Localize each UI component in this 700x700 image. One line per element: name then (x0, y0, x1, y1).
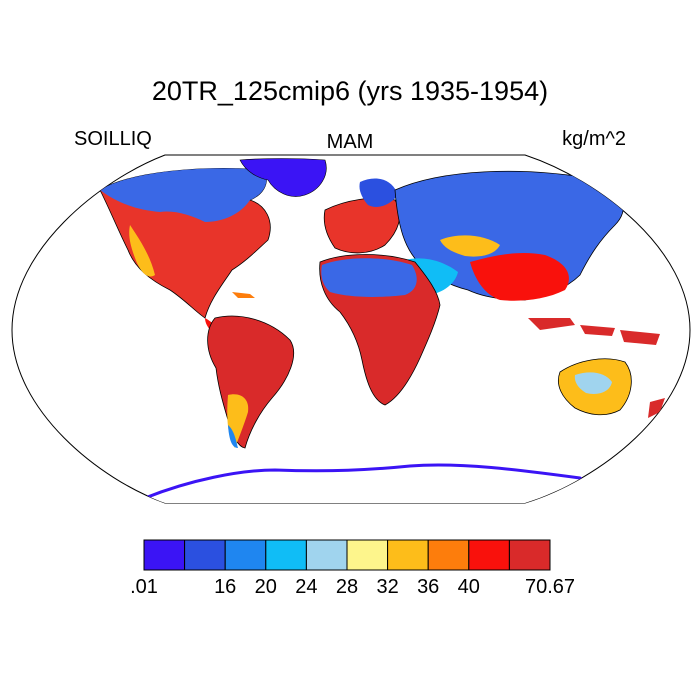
colorbar-swatch (508, 539, 551, 571)
north-america-west (129, 225, 155, 277)
colorbar-swatch (346, 539, 389, 571)
scandinavia (359, 178, 398, 207)
colorbar-tick-label: 32 (376, 576, 399, 598)
south-america-tip (228, 425, 238, 448)
asia-south (470, 252, 569, 301)
central-asia (440, 235, 500, 257)
arctic-islands (239, 158, 327, 197)
colorbar-swatch (143, 539, 186, 571)
antarctica-land (117, 463, 606, 503)
indonesia-islands (528, 318, 660, 345)
north-america-north (100, 168, 267, 222)
plot-title: 20TR_125cmip6 (yrs 1935-1954) (151, 76, 549, 106)
colorbar-tick-label: 16 (214, 576, 237, 598)
season-label: MAM (326, 131, 374, 153)
australia-interior (574, 372, 612, 394)
variable-label: SOILLIQ (74, 128, 152, 150)
colorbar-tick-label: 36 (417, 576, 440, 598)
caribbean-islands (232, 292, 255, 298)
units-label: kg/m^2 (562, 128, 626, 150)
colorbar-tick-label: 40 (457, 576, 480, 598)
colorbar-tick-label: 70.67 (524, 576, 576, 598)
colorbar-swatch (265, 539, 307, 571)
colorbar-swatch (468, 539, 510, 571)
colorbar-tick-label: 24 (295, 576, 318, 598)
colorbar-swatch (427, 539, 470, 571)
colorbar-swatch (184, 539, 226, 571)
colorbar-swatch (387, 539, 429, 571)
colorbar-tick-label: .01 (130, 576, 158, 598)
new-zealand (648, 398, 665, 418)
colorbar-swatch (305, 539, 348, 571)
colorbar-tick-label: 20 (254, 576, 277, 598)
colorbar-swatch (224, 539, 267, 571)
colorbar-tick-label: 28 (335, 576, 359, 598)
sahara (321, 258, 417, 297)
